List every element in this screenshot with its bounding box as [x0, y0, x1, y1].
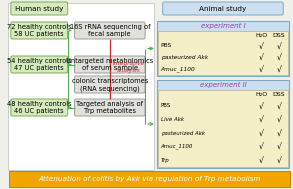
Text: 54 healthy controls
47 UC patients: 54 healthy controls 47 UC patients — [7, 58, 71, 71]
FancyBboxPatch shape — [74, 99, 145, 116]
Text: √: √ — [276, 53, 281, 62]
Text: pasteurized Akk: pasteurized Akk — [161, 130, 205, 136]
FancyBboxPatch shape — [11, 56, 68, 73]
Text: √: √ — [259, 101, 264, 110]
Text: Human study: Human study — [15, 5, 64, 12]
Text: Trp: Trp — [161, 158, 169, 163]
Text: Untargeted metabolomics
of serum sample: Untargeted metabolomics of serum sample — [66, 58, 154, 71]
Text: √: √ — [276, 142, 281, 151]
FancyBboxPatch shape — [11, 22, 68, 39]
Bar — [158, 31, 288, 75]
Text: H₂O: H₂O — [255, 33, 267, 38]
Bar — [9, 171, 290, 187]
Text: PBS: PBS — [161, 43, 172, 48]
Text: pasteurized Akk: pasteurized Akk — [161, 55, 208, 60]
Text: experiment I: experiment I — [201, 23, 245, 29]
Text: √: √ — [259, 115, 264, 124]
Text: Animal study: Animal study — [199, 5, 247, 12]
Text: √: √ — [259, 156, 264, 165]
Text: √: √ — [259, 129, 264, 138]
Text: √: √ — [276, 101, 281, 110]
FancyBboxPatch shape — [74, 56, 145, 73]
Text: Attenuation of colitis by Akk via regulation of Trp metabolism: Attenuation of colitis by Akk via regula… — [38, 176, 261, 182]
Text: √: √ — [259, 65, 264, 74]
Text: √: √ — [259, 142, 264, 151]
Bar — [157, 21, 289, 76]
Text: Amuc_1100: Amuc_1100 — [161, 66, 195, 72]
Text: 48 healthy controls
46 UC patients: 48 healthy controls 46 UC patients — [7, 101, 71, 114]
Text: H₂O: H₂O — [255, 92, 267, 97]
Text: 16S rRNA sequencing of
fecal sample: 16S rRNA sequencing of fecal sample — [69, 24, 150, 37]
FancyBboxPatch shape — [163, 2, 283, 15]
Text: √: √ — [276, 115, 281, 124]
Text: Integrative
analysis: Integrative analysis — [113, 61, 145, 73]
Bar — [157, 80, 289, 168]
Text: √: √ — [276, 129, 281, 138]
Text: √: √ — [259, 41, 264, 50]
Text: experiment II: experiment II — [200, 82, 246, 88]
FancyBboxPatch shape — [11, 99, 68, 116]
Text: Amuc_1100: Amuc_1100 — [161, 144, 193, 149]
Text: 72 healthy controls
58 UC patients: 72 healthy controls 58 UC patients — [7, 24, 71, 37]
Text: Targeted analysis of
Trp metabolites: Targeted analysis of Trp metabolites — [76, 101, 143, 114]
Text: Live Akk: Live Akk — [161, 117, 184, 122]
Text: √: √ — [276, 65, 281, 74]
Text: colonic transcriptomes
(RNA sequencing): colonic transcriptomes (RNA sequencing) — [72, 77, 148, 91]
FancyBboxPatch shape — [11, 2, 68, 15]
FancyBboxPatch shape — [74, 76, 145, 93]
Text: DSS: DSS — [272, 92, 285, 97]
Text: √: √ — [276, 156, 281, 165]
FancyBboxPatch shape — [74, 22, 145, 39]
Bar — [8, 3, 154, 170]
Bar — [158, 90, 288, 167]
Text: DSS: DSS — [272, 33, 285, 38]
Text: √: √ — [259, 53, 264, 62]
Text: PBS: PBS — [161, 103, 171, 108]
Text: √: √ — [276, 41, 281, 50]
